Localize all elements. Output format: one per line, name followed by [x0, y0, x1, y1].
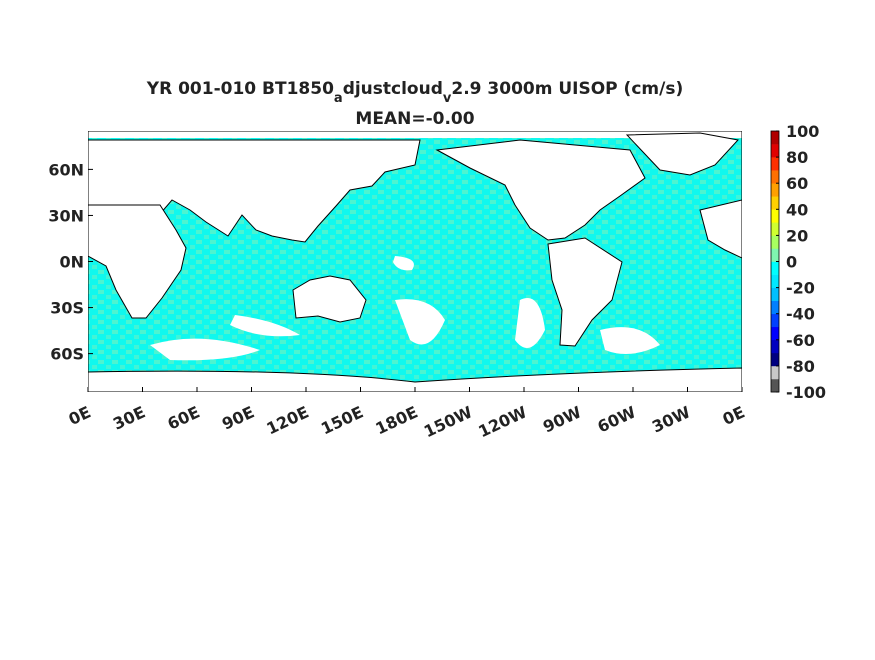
masked-ocean: [150, 256, 660, 361]
colorbar-segment: [771, 274, 779, 288]
x-tick-label: 90E: [219, 402, 257, 433]
x-tick-label: 120E: [263, 402, 311, 438]
x-tick-label: 0E: [720, 402, 748, 429]
x-tick-label: 150W: [421, 402, 476, 441]
map-subtitle: MEAN=-0.00: [355, 109, 474, 129]
colorbar-segment: [771, 235, 779, 249]
x-tick-label: 120W: [475, 402, 530, 441]
colorbar-segment: [771, 248, 779, 262]
colorbar-tick-label: 0: [786, 253, 797, 272]
colorbar-tick-label: -40: [786, 305, 815, 324]
map-title: YR 001-010 BT1850adjustcloudv2.9 3000m U…: [146, 79, 683, 106]
title-part: 2.9 3000m UISOP (cm/s): [451, 79, 683, 99]
colorbar-segment: [771, 339, 779, 354]
x-tick-label: 0E: [66, 402, 94, 429]
x-tick-label: 60W: [594, 402, 639, 436]
colorbar-segment: [771, 170, 779, 184]
colorbar-segment: [771, 365, 779, 380]
colorbar-tick-label: 20: [786, 226, 808, 245]
colorbar-segment: [771, 326, 779, 341]
colorbar-tick-label: -60: [786, 331, 815, 350]
colorbar: 100 80 60 40 20 0 -20 -40 -60 -80 -100: [770, 122, 826, 402]
y-tick-label: 30S: [50, 299, 84, 318]
colorbar-segment: [771, 261, 779, 275]
land: [88, 131, 742, 392]
x-tick-label: 30E: [110, 402, 148, 433]
title-part: djustcloud: [343, 79, 443, 99]
colorbar-segment: [771, 313, 779, 328]
colorbar-segment: [771, 287, 779, 301]
y-tick-label: 0N: [59, 253, 84, 272]
colorbar-segment: [771, 157, 779, 171]
x-tick-label: 150E: [318, 402, 366, 438]
colorbar-segment: [771, 352, 779, 367]
colorbar-tick-label: 60: [786, 174, 808, 193]
title-part: a: [334, 91, 343, 106]
colorbar-tick-label: 40: [786, 200, 808, 219]
title-part: v: [443, 91, 452, 106]
colorbar-tick-label: 80: [786, 148, 808, 167]
colorbar-segment: [771, 183, 779, 197]
y-tick-label: 60N: [48, 160, 84, 179]
colorbar-segment: [771, 378, 779, 393]
map-area: [88, 131, 742, 392]
colorbar-segment: [771, 300, 779, 314]
colorbar-tick-label: -100: [786, 383, 826, 402]
y-tick-label: 30N: [48, 206, 84, 225]
colorbar-tick-label: -80: [786, 357, 815, 376]
colorbar-tick-label: 100: [786, 122, 819, 141]
x-tick-label: 180E: [372, 402, 420, 438]
colorbar-tick-label: -20: [786, 279, 815, 298]
colorbar-segment: [771, 222, 779, 236]
colorbar-segment: [771, 196, 779, 210]
colorbar-segment: [771, 209, 779, 223]
x-tick-label: 90W: [540, 402, 585, 436]
x-tick-label: 30W: [649, 402, 694, 436]
x-tick-label: 60E: [165, 402, 203, 433]
y-tick-label: 60S: [50, 345, 84, 364]
colorbar-segment: [771, 144, 779, 158]
title-part: YR 001-010 BT1850: [146, 79, 334, 99]
colorbar-segment: [771, 131, 779, 145]
